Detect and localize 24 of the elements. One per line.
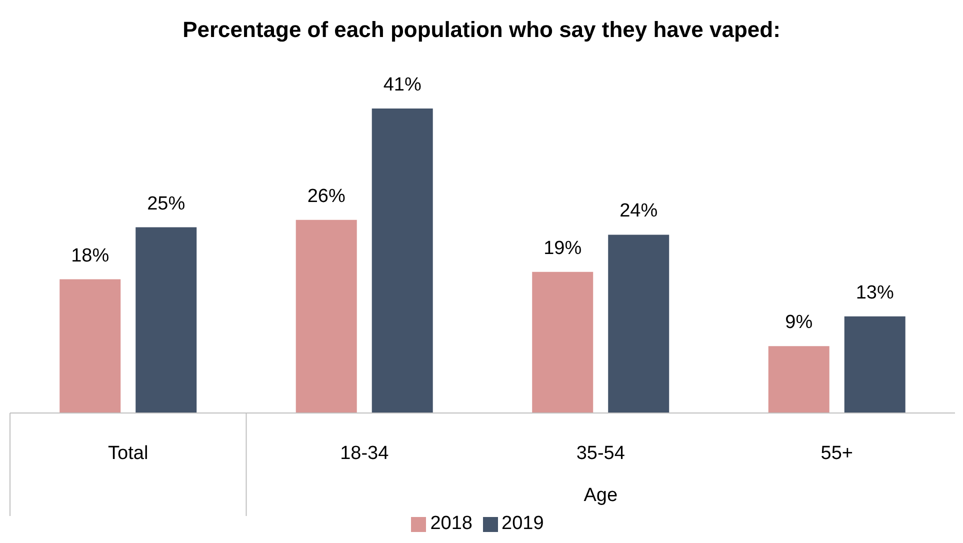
data-label: 19% [544, 238, 582, 259]
data-label: 24% [620, 200, 658, 222]
bar [532, 272, 594, 413]
legend-label: 2018 [430, 513, 472, 534]
bar [136, 227, 197, 413]
x-tick-label: 35-54 [576, 443, 626, 464]
bar [296, 220, 357, 413]
data-label: 18% [71, 245, 110, 266]
data-label: 9% [785, 312, 813, 334]
data-label: 26% [307, 186, 346, 207]
data-label: 13% [856, 282, 894, 304]
data-label: 25% [147, 193, 186, 214]
x-tick-label: 55+ [820, 443, 853, 464]
bar [372, 108, 433, 413]
legend-label: 2019 [502, 513, 544, 534]
x-tick-label: Total [108, 443, 148, 464]
bar [60, 279, 121, 413]
bar [768, 346, 830, 413]
chart-title: Percentage of each population who say they have vaped: [182, 16, 782, 44]
x-tick-label: 18-34 [340, 443, 390, 464]
data-label: 41% [383, 74, 422, 96]
bar [844, 316, 906, 413]
text: Age [584, 485, 618, 506]
bar [608, 234, 670, 413]
